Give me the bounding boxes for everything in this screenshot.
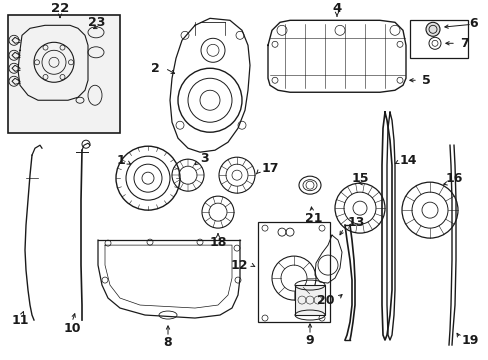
Text: 4: 4 (332, 2, 341, 15)
Bar (294, 285, 325, 315)
Text: 16: 16 (445, 172, 463, 185)
Text: 18: 18 (209, 235, 226, 249)
Text: 2: 2 (151, 62, 160, 75)
Bar (409, 20, 467, 58)
Text: 22: 22 (51, 2, 69, 15)
Text: 3: 3 (200, 152, 208, 165)
Text: 5: 5 (421, 74, 430, 87)
Text: 21: 21 (305, 212, 322, 225)
Text: 15: 15 (350, 172, 368, 185)
Text: 11: 11 (11, 314, 29, 327)
Text: 20: 20 (317, 293, 334, 307)
Text: 6: 6 (468, 17, 477, 30)
Text: 17: 17 (262, 162, 279, 175)
Text: 13: 13 (347, 216, 365, 229)
Text: 1: 1 (116, 154, 125, 167)
Bar (8, 15, 120, 133)
Text: 14: 14 (399, 154, 417, 167)
Text: 8: 8 (163, 336, 172, 348)
Text: 23: 23 (87, 16, 105, 29)
Circle shape (425, 22, 439, 36)
Text: 7: 7 (459, 37, 468, 50)
Text: 10: 10 (63, 321, 81, 334)
Text: 19: 19 (461, 333, 478, 347)
Text: 9: 9 (305, 333, 314, 347)
Text: 12: 12 (230, 258, 247, 271)
Bar (258, 222, 329, 322)
